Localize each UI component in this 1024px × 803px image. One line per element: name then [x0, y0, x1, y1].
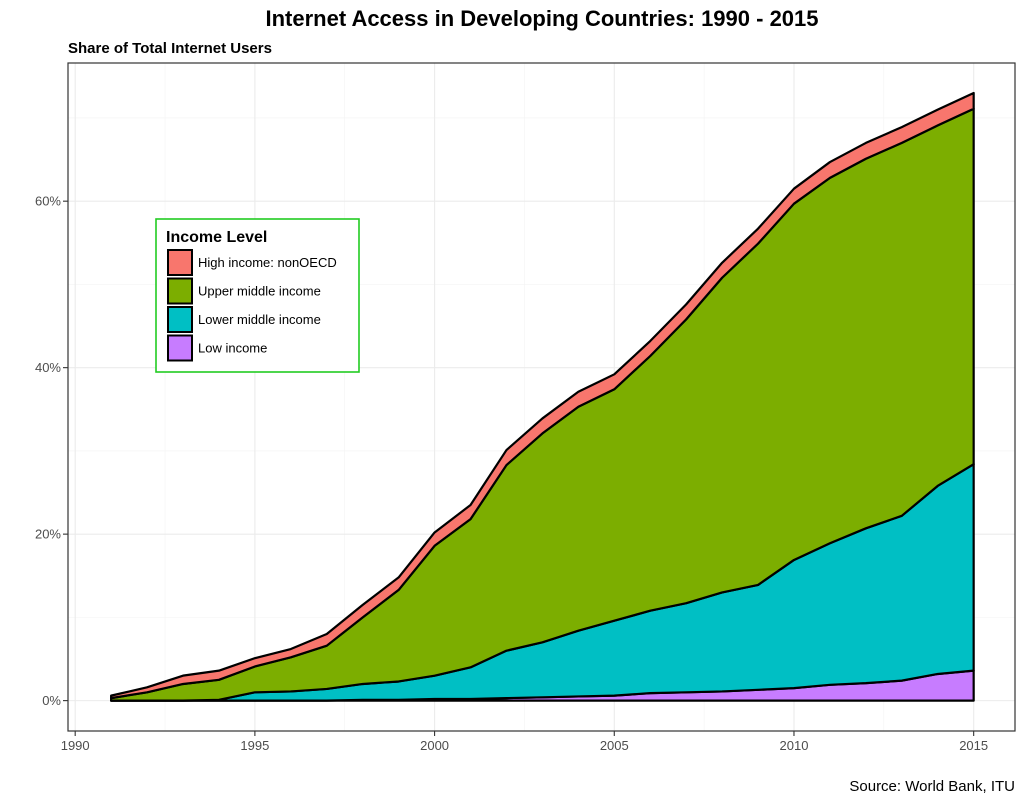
x-axis: 1990 1995 2000 2005 2010 2015 [61, 731, 988, 753]
y-axis: 0% 20% 40% 60% [35, 194, 68, 708]
y-tick-label: 40% [35, 360, 61, 375]
chart-caption: Source: World Bank, ITU [849, 778, 1015, 795]
y-tick-label: 0% [42, 693, 61, 708]
legend-key-high-income-nonoecd [167, 249, 193, 276]
chart-title: Internet Access in Developing Countries:… [265, 6, 818, 31]
x-tick-label: 1990 [61, 738, 90, 753]
x-tick-label: 2015 [959, 738, 988, 753]
legend-key-upper-middle-income [167, 277, 193, 305]
legend-label-upper-middle-income: Upper middle income [198, 284, 321, 299]
x-tick-label: 1995 [240, 738, 269, 753]
legend-title: Income Level [166, 229, 267, 246]
x-tick-label: 2005 [600, 738, 629, 753]
plot-panel-border [67, 62, 1016, 732]
chart-subtitle: Share of Total Internet Users [68, 40, 272, 57]
legend-label-high-income-nonoecd: High income: nonOECD [198, 255, 337, 270]
y-tick-label: 60% [35, 194, 61, 209]
y-tick-label: 20% [35, 527, 61, 542]
x-tick-label: 2000 [420, 738, 449, 753]
legend-label-lower-middle-income: Lower middle income [198, 312, 321, 327]
legend-key-low-income [167, 334, 193, 362]
area-high-income-nonoecd [110, 91, 975, 700]
legend-label-low-income: Low income [198, 341, 267, 356]
legend: Income Level High income: nonOECD Upper m… [155, 218, 360, 373]
x-tick-label: 2010 [780, 738, 809, 753]
stacked-areas [110, 91, 975, 702]
legend-key-lower-middle-income [167, 306, 193, 333]
